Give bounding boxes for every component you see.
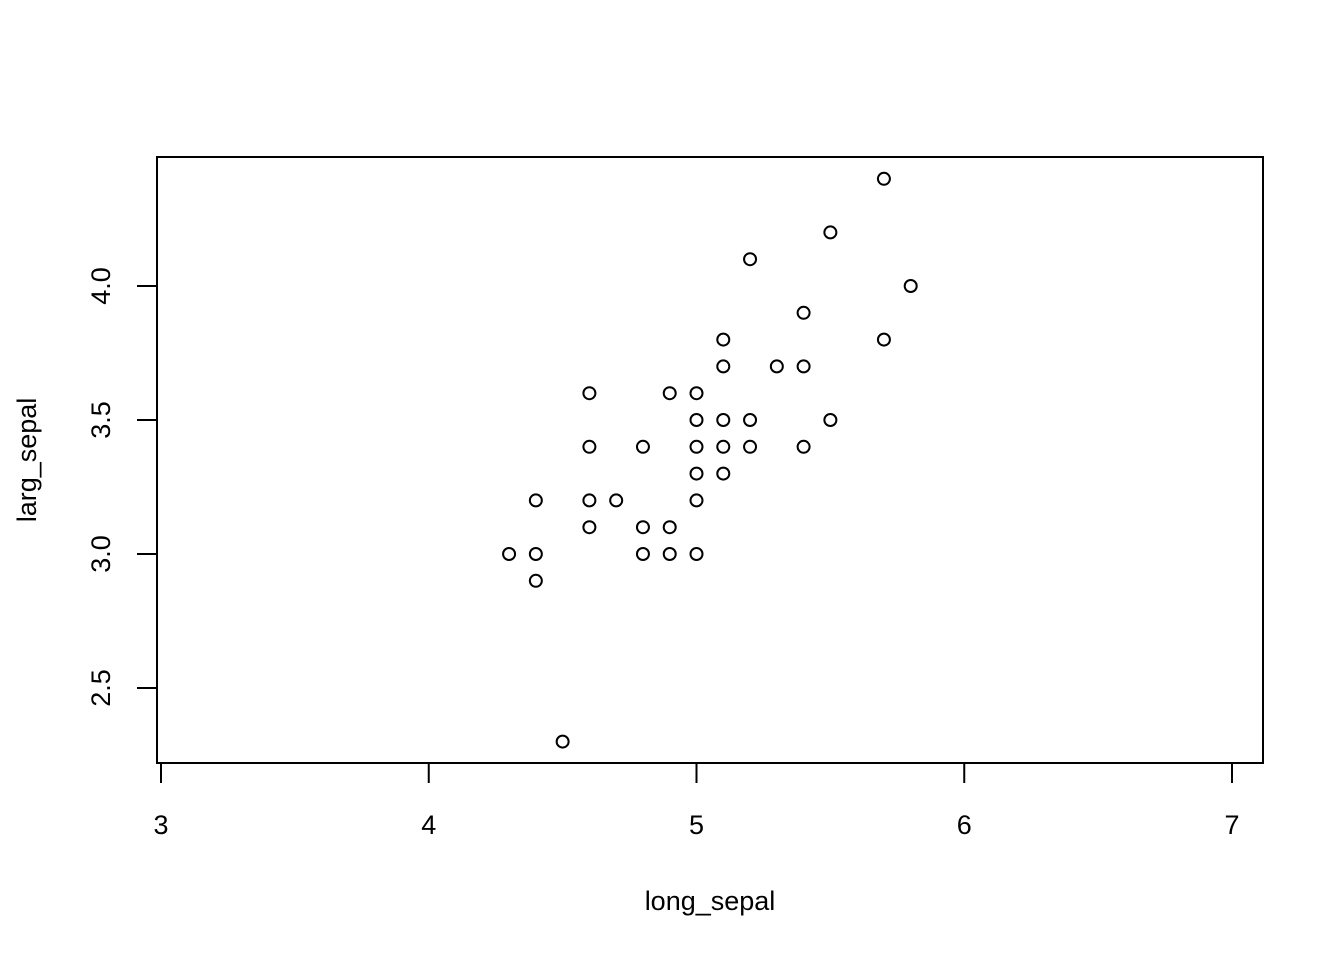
data-point: [582, 386, 597, 401]
y-tick-label: 3.0: [86, 535, 116, 573]
data-point: [662, 520, 677, 535]
data-point: [716, 359, 731, 374]
data-point: [662, 386, 677, 401]
data-point: [635, 439, 650, 454]
data-point: [555, 734, 570, 749]
data-point: [796, 439, 811, 454]
data-point: [796, 305, 811, 320]
data-point: [689, 547, 704, 561]
data-point: [689, 386, 704, 401]
data-point: [635, 547, 650, 561]
data-point: [528, 573, 543, 588]
y-tick-label: 4.0: [86, 267, 116, 305]
data-point: [502, 547, 517, 561]
data-point: [716, 413, 731, 427]
data-point: [689, 466, 704, 481]
y-tick-label: 2.5: [86, 669, 116, 707]
data-point: [716, 439, 731, 454]
data-point: [689, 413, 704, 427]
data-point: [876, 332, 891, 347]
data-point: [528, 547, 543, 561]
data-point: [609, 493, 624, 508]
data-point: [716, 466, 731, 481]
data-point: [743, 413, 758, 427]
data-point: [769, 359, 784, 374]
data-point: [796, 359, 811, 374]
plot-area-frame: [156, 156, 1264, 764]
data-point: [689, 493, 704, 508]
y-axis-title: larg_sepal: [12, 398, 42, 523]
data-point: [689, 439, 704, 454]
data-point: [903, 279, 918, 293]
data-point: [716, 332, 731, 347]
data-point: [662, 547, 677, 561]
data-point: [743, 439, 758, 454]
x-tick-label: 7: [1224, 810, 1239, 840]
x-tick-label: 3: [153, 810, 168, 840]
x-tick-label: 4: [421, 810, 436, 840]
y-tick-label: 3.5: [86, 401, 116, 439]
data-point: [743, 252, 758, 267]
data-point: [823, 225, 838, 240]
y-axis: 2.5 3.0 3.5 4.0: [86, 267, 158, 707]
data-point: [582, 520, 597, 535]
x-axis-title: long_sepal: [645, 886, 776, 916]
data-point: [823, 413, 838, 427]
x-tick-label: 6: [957, 810, 972, 840]
data-point: [528, 493, 543, 508]
data-points: [502, 171, 918, 749]
data-point: [635, 520, 650, 535]
data-point: [582, 439, 597, 454]
data-point: [582, 493, 597, 508]
data-point: [876, 171, 891, 186]
x-axis: 3 4 5 6 7: [153, 762, 1240, 840]
x-tick-label: 5: [689, 810, 704, 840]
